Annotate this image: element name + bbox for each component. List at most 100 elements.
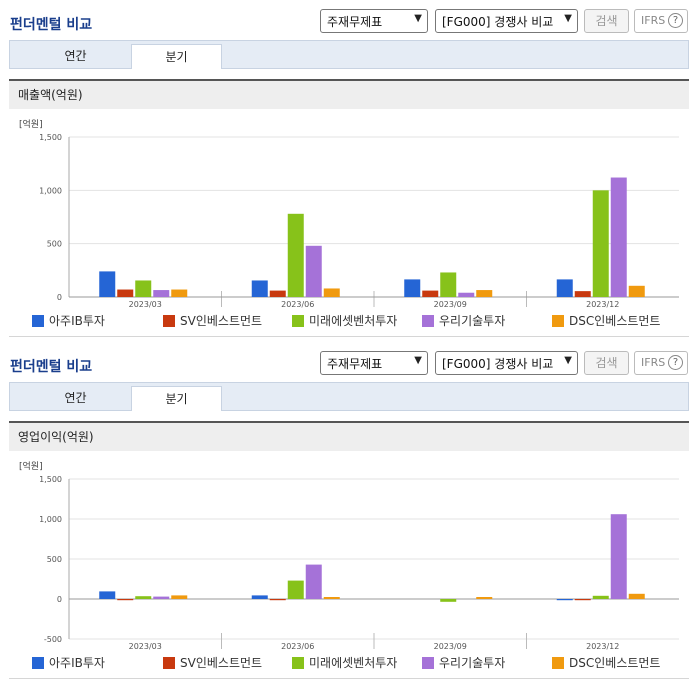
legend-item[interactable]: SV인베스트먼트 bbox=[163, 312, 262, 329]
bar bbox=[574, 291, 591, 297]
chart-legend: 아주IB투자 SV인베스트먼트 미래에셋벤처투자 우리기술투자 DSC인베스트먼… bbox=[9, 654, 689, 672]
legend-item[interactable]: SV인베스트먼트 bbox=[163, 654, 262, 671]
period-tabs: 연간 분기 bbox=[9, 40, 689, 69]
legend-item[interactable]: 우리기술투자 bbox=[422, 312, 505, 329]
bar bbox=[610, 514, 627, 599]
peer-group-select[interactable]: [FG000] 경쟁사 비교 ▼ bbox=[435, 9, 578, 33]
legend-item[interactable]: DSC인베스트먼트 bbox=[552, 312, 660, 329]
panel-title: 펀더멘털 비교 bbox=[10, 359, 93, 375]
legend-item[interactable]: DSC인베스트먼트 bbox=[552, 654, 660, 671]
bar bbox=[628, 593, 645, 599]
legend-label: DSC인베스트먼트 bbox=[569, 656, 661, 670]
bar bbox=[628, 285, 645, 297]
y-tick-label: 0 bbox=[57, 293, 62, 302]
tab-annual[interactable]: 연간 bbox=[64, 391, 87, 405]
bar bbox=[153, 596, 170, 599]
ifrs-label: IFRS bbox=[641, 356, 666, 369]
bar bbox=[305, 245, 322, 297]
bar bbox=[592, 190, 609, 297]
legend-label: 우리기술투자 bbox=[439, 314, 506, 328]
x-tick-label: 2023/06 bbox=[281, 642, 314, 651]
bar bbox=[171, 289, 188, 297]
statement-type-select[interactable]: 주재무제표 ▼ bbox=[320, 9, 428, 33]
search-button[interactable]: 검색 bbox=[584, 9, 629, 33]
x-tick-label: 2023/03 bbox=[129, 642, 162, 651]
fundamental-panel-operating-profit: 펀더멘털 비교 주재무제표 ▼ [FG000] 경쟁사 비교 ▼ 검색 IFRS? … bbox=[0, 342, 696, 684]
bar bbox=[458, 292, 475, 297]
bar bbox=[269, 599, 286, 601]
bar bbox=[287, 580, 304, 599]
statement-type-value: 주재무제표 bbox=[327, 15, 383, 29]
legend-label: 미래에셋벤처투자 bbox=[309, 656, 398, 670]
metric-header: 매출액(억원) bbox=[9, 79, 689, 109]
metric-header: 영업이익(억원) bbox=[9, 421, 689, 451]
tab-quarterly[interactable]: 분기 bbox=[131, 44, 222, 69]
bar bbox=[404, 279, 421, 297]
bar bbox=[251, 595, 268, 599]
statement-type-select[interactable]: 주재무제표 ▼ bbox=[320, 351, 428, 375]
help-icon[interactable]: ? bbox=[668, 13, 683, 28]
legend-swatch bbox=[552, 657, 564, 669]
legend-swatch bbox=[163, 657, 175, 669]
divider bbox=[9, 678, 689, 679]
y-axis-unit-label: [억원] bbox=[19, 460, 43, 472]
divider bbox=[9, 336, 689, 337]
y-tick-label: 500 bbox=[47, 555, 62, 564]
legend-swatch bbox=[32, 657, 44, 669]
revenue-chart-svg: [억원] 0 500 1,000 1,500 2023/03 2023/06 2023/09 2… bbox=[19, 118, 679, 309]
x-tick-label: 2023/09 bbox=[434, 300, 467, 309]
statement-type-value: 주재무제표 bbox=[327, 357, 383, 371]
bar bbox=[556, 279, 573, 297]
search-button[interactable]: 검색 bbox=[584, 351, 629, 375]
tab-quarterly[interactable]: 분기 bbox=[131, 386, 222, 411]
chevron-down-icon: ▼ bbox=[414, 355, 422, 366]
bar bbox=[440, 272, 457, 297]
y-tick-label: 500 bbox=[47, 240, 62, 249]
legend-item[interactable]: 미래에셋벤처투자 bbox=[292, 312, 397, 329]
x-tick-label: 2023/03 bbox=[129, 300, 162, 309]
legend-item[interactable]: 우리기술투자 bbox=[422, 654, 505, 671]
tab-annual[interactable]: 연간 bbox=[64, 49, 87, 63]
legend-swatch bbox=[422, 315, 434, 327]
bar bbox=[287, 213, 304, 297]
peer-group-value: [FG000] 경쟁사 비교 bbox=[442, 357, 554, 371]
legend-swatch bbox=[163, 315, 175, 327]
bar bbox=[153, 290, 170, 297]
legend-item[interactable]: 아주IB투자 bbox=[32, 312, 105, 329]
y-tick-label: 1,000 bbox=[39, 515, 62, 524]
legend-label: SV인베스트먼트 bbox=[180, 656, 263, 670]
legend-swatch bbox=[422, 657, 434, 669]
legend-swatch bbox=[292, 315, 304, 327]
bar bbox=[556, 599, 573, 601]
legend-item[interactable]: 아주IB투자 bbox=[32, 654, 105, 671]
legend-label: 아주IB투자 bbox=[49, 314, 105, 328]
chart-legend: 아주IB투자 SV인베스트먼트 미래에셋벤처투자 우리기술투자 DSC인베스트먼… bbox=[9, 312, 689, 330]
peer-group-select[interactable]: [FG000] 경쟁사 비교 ▼ bbox=[435, 351, 578, 375]
y-axis-unit-label: [억원] bbox=[19, 118, 43, 130]
chevron-down-icon: ▼ bbox=[564, 13, 572, 24]
legend-swatch bbox=[32, 315, 44, 327]
panel-title: 펀더멘털 비교 bbox=[10, 17, 93, 33]
x-tick-label: 2023/12 bbox=[586, 300, 619, 309]
ifrs-button[interactable]: IFRS? bbox=[634, 9, 688, 33]
legend-item[interactable]: 미래에셋벤처투자 bbox=[292, 654, 397, 671]
bar bbox=[422, 290, 439, 297]
bar bbox=[305, 564, 322, 599]
bar bbox=[610, 177, 627, 297]
x-tick-label: 2023/12 bbox=[586, 642, 619, 651]
y-tick-label: 0 bbox=[57, 595, 62, 604]
bar bbox=[135, 280, 152, 297]
help-icon[interactable]: ? bbox=[668, 355, 683, 370]
y-tick-label: 1,500 bbox=[39, 475, 62, 484]
y-tick-label: 1,500 bbox=[39, 133, 62, 142]
revenue-chart: [억원] 0 500 1,000 1,500 2023/03 2023/06 2023/09 2… bbox=[9, 109, 689, 309]
chevron-down-icon: ▼ bbox=[564, 355, 572, 366]
legend-label: 우리기술투자 bbox=[439, 656, 506, 670]
bar bbox=[99, 271, 116, 297]
ifrs-button[interactable]: IFRS? bbox=[634, 351, 688, 375]
fundamental-panel-revenue: 펀더멘털 비교 주재무제표 ▼ [FG000] 경쟁사 비교 ▼ 검색 IFRS? … bbox=[9, 9, 689, 337]
ifrs-label: IFRS bbox=[641, 14, 666, 27]
legend-label: 아주IB투자 bbox=[49, 656, 105, 670]
bar bbox=[269, 290, 286, 297]
peer-group-value: [FG000] 경쟁사 비교 bbox=[442, 15, 554, 29]
